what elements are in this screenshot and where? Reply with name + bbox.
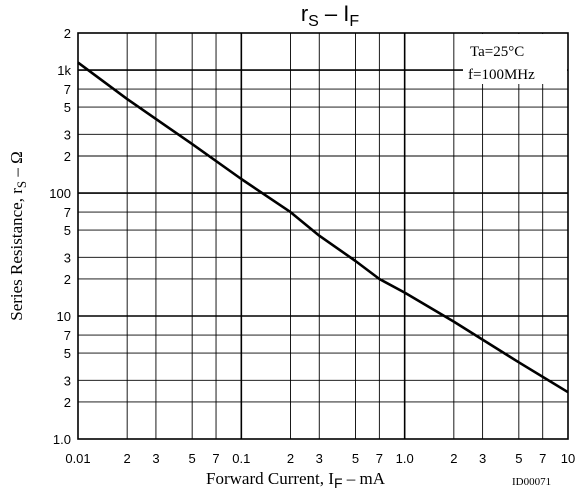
x-axis-label: Forward Current, IF – mA <box>206 469 386 491</box>
y-tick-label-10: 100 <box>49 186 71 201</box>
y-tick-label-4: 7 <box>64 328 71 343</box>
x-axis-label-sub: F <box>334 475 343 491</box>
y-tick-label-0: 1.0 <box>53 432 71 447</box>
y-tick-label-6: 2 <box>64 272 71 287</box>
x-tick-labels: 0.01 2 3 5 7 0.1 2 3 5 7 1.0 2 3 5 7 10 <box>65 451 575 466</box>
x-tick-label-5: 0.1 <box>232 451 250 466</box>
title-main-sub: S <box>308 13 319 30</box>
figure-id: ID00071 <box>512 476 551 488</box>
x-axis-label-prefix: Forward Current, I <box>206 469 334 488</box>
x-tick-label-7: 3 <box>316 451 323 466</box>
x-tick-label-9: 7 <box>376 451 383 466</box>
x-tick-label-1: 2 <box>124 451 131 466</box>
y-tick-label-9: 7 <box>64 205 71 220</box>
y-axis-label-suffix: – Ω <box>7 151 26 181</box>
y-tick-label-1: 2 <box>64 395 71 410</box>
x-tick-label-13: 5 <box>515 451 522 466</box>
y-tick-label-5: 10 <box>57 309 71 324</box>
x-tick-label-10: 1.0 <box>396 451 414 466</box>
x-tick-label-6: 2 <box>287 451 294 466</box>
x-tick-label-2: 3 <box>152 451 159 466</box>
x-tick-label-0: 0.01 <box>65 451 90 466</box>
x-tick-label-12: 3 <box>479 451 486 466</box>
x-tick-label-14: 7 <box>539 451 546 466</box>
title-main: r <box>301 1 308 26</box>
annotation-box <box>463 34 567 84</box>
title-second-sub: F <box>349 13 359 30</box>
y-tick-label-11: 2 <box>64 149 71 164</box>
x-tick-label-8: 5 <box>352 451 359 466</box>
y-tick-label-16: 2 <box>64 26 71 41</box>
title-second: I <box>343 1 349 26</box>
y-axis-label-sub: S <box>14 181 29 188</box>
x-tick-label-4: 7 <box>212 451 219 466</box>
title-sep: – <box>319 1 343 26</box>
plot-frame <box>77 32 569 440</box>
y-tick-label-8: 5 <box>64 223 71 238</box>
x-tick-label-15: 10 <box>561 451 575 466</box>
y-axis-label: Series Resistance, rS – Ω <box>7 151 29 321</box>
x-axis-label-suffix: – mA <box>343 469 386 488</box>
y-tick-labels: 1.0 2 3 5 7 10 2 3 5 7 100 2 3 5 7 1k 2 <box>49 26 71 447</box>
annotation-frequency: f=100MHz <box>468 67 535 83</box>
y-tick-label-13: 5 <box>64 100 71 115</box>
y-axis-label-prefix: Series Resistance, r <box>7 188 26 321</box>
y-tick-label-14: 7 <box>64 82 71 97</box>
chart-title: rS – IF <box>301 1 360 30</box>
x-tick-label-11: 2 <box>450 451 457 466</box>
y-tick-label-7: 3 <box>64 250 71 265</box>
series-line-rs-vs-if <box>77 61 569 394</box>
annotation-temperature: Ta=25°C <box>470 44 524 60</box>
y-tick-label-12: 3 <box>64 127 71 142</box>
grid-lines <box>78 33 568 439</box>
y-tick-label-3: 5 <box>64 346 71 361</box>
y-tick-label-15: 1k <box>57 63 71 78</box>
x-tick-label-3: 5 <box>189 451 196 466</box>
y-tick-label-2: 3 <box>64 373 71 388</box>
